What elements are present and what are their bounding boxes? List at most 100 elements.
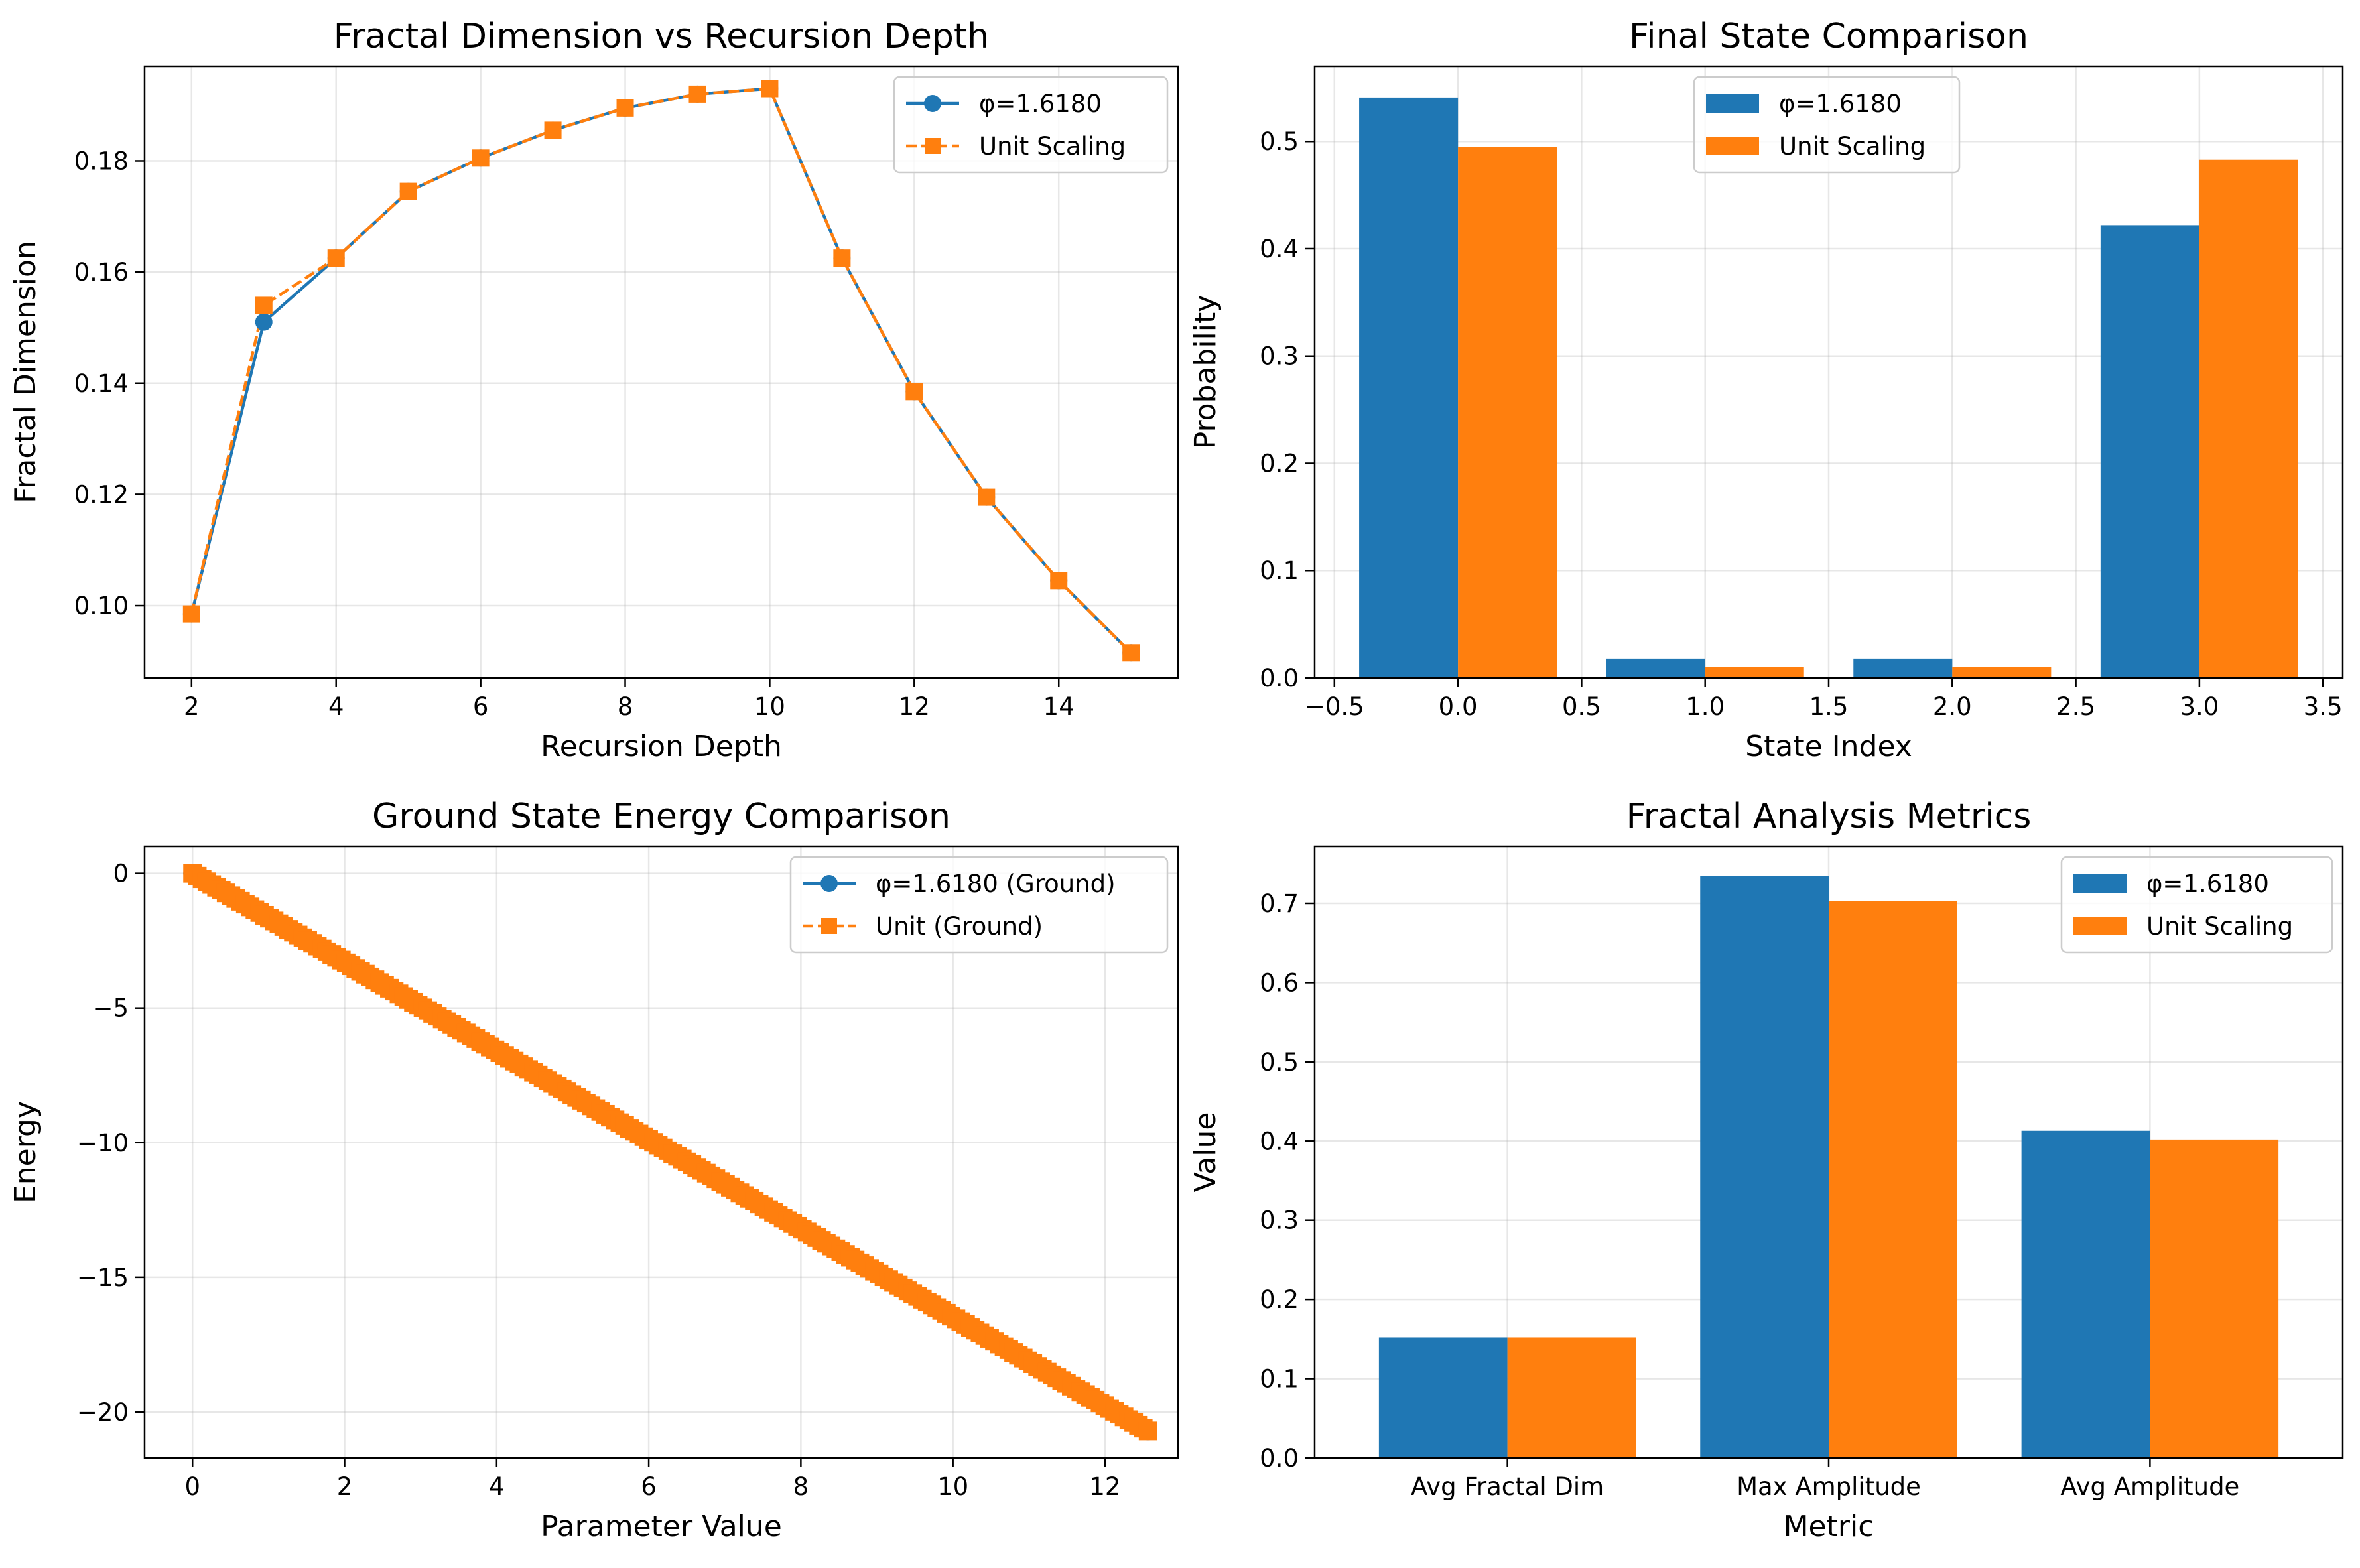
data-point [182,605,200,623]
y-tick-label: 0.0 [1260,664,1299,692]
data-point [761,80,779,98]
data-point [255,296,273,314]
x-tick-label: 12 [1089,1472,1120,1501]
x-tick-label: 14 [1043,692,1075,721]
y-tick-label: 0.10 [74,592,129,620]
y-tick-label: 0.2 [1260,449,1299,478]
data-point [688,85,706,103]
y-tick-label: −5 [92,994,129,1023]
series-line [190,87,1132,654]
y-axis-label: Probability [1189,295,1222,450]
x-tick-label: 3.5 [2304,692,2343,721]
legend-label: Unit Scaling [2146,912,2293,941]
y-tick-label: 0.18 [74,147,129,175]
y-tick-label: −20 [77,1398,129,1427]
x-tick-label: 6 [641,1472,657,1501]
data-point [399,182,417,200]
x-tick-label: Avg Fractal Dim [1411,1472,1604,1501]
x-tick-label: 2.5 [2056,692,2095,721]
data-point [833,249,851,267]
x-tick-label: 1.0 [1685,692,1725,721]
panel-1: 2 4 6 8 10 12 14 0.10 0.12 0.14 0.16 0.18 Fractal Di… [9,17,1179,763]
y-axis-label: Energy [9,1101,42,1203]
y-tick-label: 0.2 [1260,1285,1299,1314]
y-axis-label: Fractal Dimension [9,241,42,503]
legend-label: Unit (Ground) [876,912,1043,941]
y-tick-label: 0.4 [1260,1127,1299,1155]
bar [1507,1337,1636,1458]
bar [1853,658,1953,678]
data-point [327,249,345,267]
legend-label: φ=1.6180 (Ground) [876,870,1116,898]
x-tick-label: 2.0 [1933,692,1972,721]
data-point [1050,572,1068,590]
bar [1606,658,1705,678]
x-tick-label: 12 [899,692,930,721]
panel-2: −0.5 0.0 0.5 1.0 1.5 2.0 2.5 3.0 3.50.00.10.20.3… [1189,17,2344,763]
chart-title: Fractal Analysis Metrics [1626,797,2032,836]
x-tick-label: 2 [184,692,200,721]
legend-label: Unit Scaling [1779,132,1926,161]
x-tick-label: 1.5 [1809,692,1849,721]
x-tick-label: 4 [328,692,344,721]
bar [1359,97,1459,679]
legend-label: φ=1.6180 [2146,870,2269,898]
y-tick-label: 0.4 [1260,235,1299,263]
legend-box [789,856,1169,954]
x-axis-label: Parameter Value [541,1510,782,1543]
legend-marker [924,95,941,112]
y-tick-label: −15 [77,1264,129,1292]
legend-label: Unit Scaling [979,132,1126,161]
x-tick-label: 10 [754,692,785,721]
bar [2199,159,2298,678]
bar [1705,667,1804,678]
x-tick-label: Max Amplitude [1737,1472,1921,1501]
y-tick-label: 0.6 [1260,968,1299,997]
panel-4: Avg Fractal Dim Max Amplitude Avg Amplitud… [1189,797,2344,1543]
x-tick-label: 10 [937,1472,968,1501]
x-tick-label: 0 [184,1472,200,1501]
legend-swatch [2073,874,2127,893]
data-point [544,121,562,139]
y-tick-label: 0.12 [74,480,129,509]
data-point [1138,1421,1157,1441]
bar [1378,1337,1508,1458]
x-tick-label: 6 [473,692,489,721]
y-tick-label: 0 [113,860,129,888]
y-tick-label: −10 [77,1129,129,1157]
x-tick-label: 3.0 [2180,692,2219,721]
bar [2150,1139,2279,1458]
x-axis-label: Metric [1784,1510,1874,1543]
y-tick-label: 0.7 [1260,889,1299,918]
y-tick-label: 0.5 [1260,1048,1299,1077]
chart-title: Fractal Dimension vs Recursion Depth [334,17,989,56]
legend-marker [820,875,838,892]
bar [1829,901,1957,1458]
legend-box [1693,76,1961,174]
bar [1952,667,2052,678]
x-tick-label: 0.5 [1562,692,1601,721]
x-tick-label: 8 [793,1472,809,1501]
y-tick-label: 0.3 [1260,342,1299,371]
x-tick-label: −0.5 [1305,692,1364,721]
x-tick-label: 8 [618,692,633,721]
bar [1458,147,1557,678]
y-tick-label: 0.1 [1260,556,1299,585]
data-point [255,313,273,331]
data-point [616,99,634,117]
data-point [905,383,923,401]
legend-marker [925,138,941,154]
legend-label: φ=1.6180 [979,90,1102,118]
legend-box [2060,856,2333,954]
x-axis-label: Recursion Depth [541,730,782,763]
x-tick-label: 0.0 [1439,692,1478,721]
legend-swatch [1706,94,1759,113]
y-tick-label: 0.5 [1260,127,1299,156]
legend-swatch [2073,917,2127,935]
legend-swatch [1706,137,1759,155]
x-axis-label: State Index [1745,730,1912,763]
y-tick-label: 0.16 [74,258,129,287]
data-point [978,488,996,506]
legend-label: φ=1.6180 [1779,90,1902,118]
